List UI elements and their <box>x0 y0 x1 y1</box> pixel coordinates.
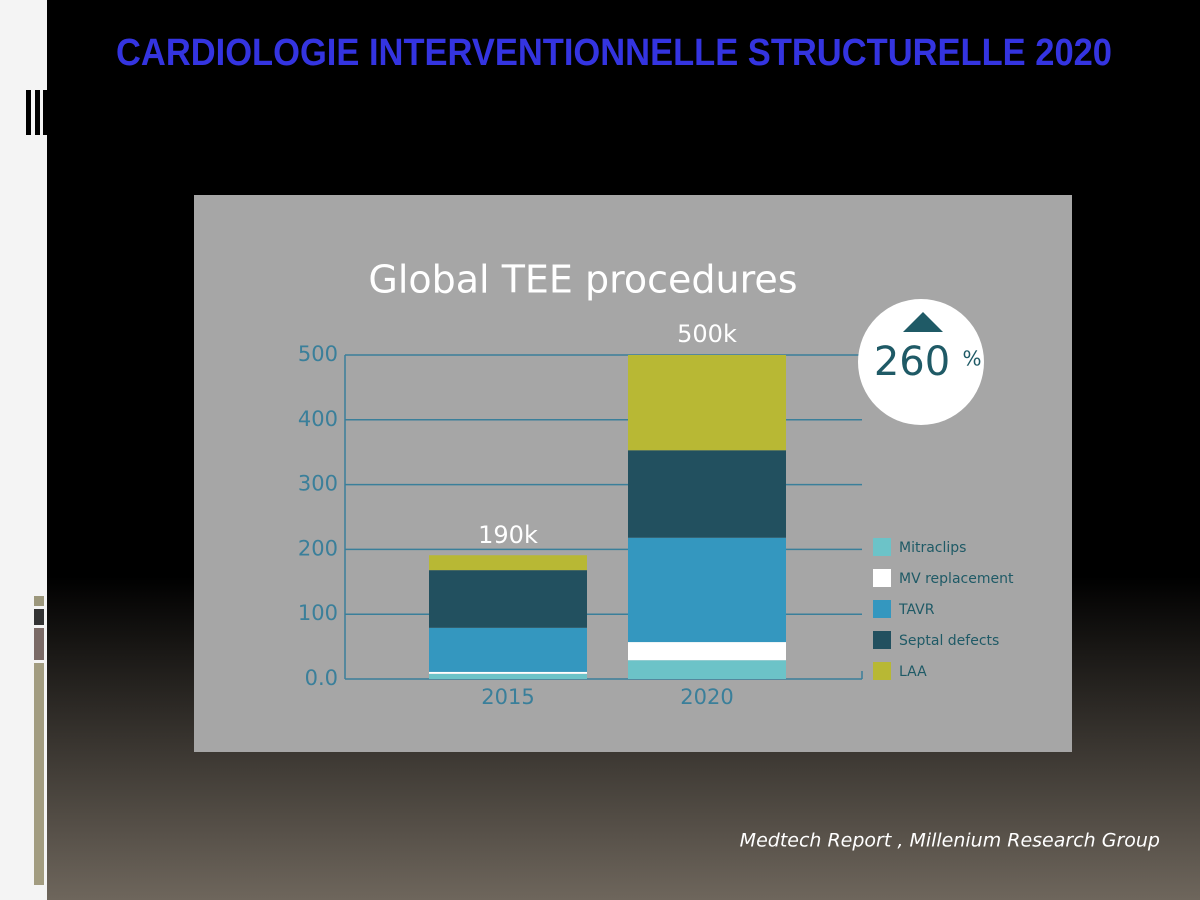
legend-swatch <box>873 569 891 587</box>
y-tick-label: 300 <box>298 472 338 496</box>
legend-label: TAVR <box>898 602 935 618</box>
bar-segment <box>628 537 786 643</box>
decoration <box>34 609 44 625</box>
badge-circle <box>858 299 984 425</box>
badge-arrow <box>903 312 943 332</box>
y-tick-label: 200 <box>298 536 338 560</box>
badge-value: 260 <box>874 339 950 385</box>
decoration <box>34 663 44 885</box>
decoration <box>43 90 47 135</box>
bar-segment <box>628 660 786 679</box>
legend-label: Mitraclips <box>899 540 966 556</box>
source: Medtech Report , Millenium Research Grou… <box>740 830 1160 852</box>
legend-swatch <box>873 662 891 680</box>
decoration <box>35 90 40 135</box>
bar-segment <box>628 355 786 451</box>
decoration <box>26 90 31 135</box>
total-label: 190k <box>478 521 538 549</box>
bar-segment <box>429 671 587 674</box>
y-tick-label: 100 <box>298 601 338 625</box>
y-tick-label: 0.0 <box>305 666 338 690</box>
y-tick-label: 400 <box>298 407 338 431</box>
legend-label: Septal defects <box>899 633 999 649</box>
chart-title: Global TEE procedures <box>368 258 797 302</box>
x-tick-label: 2015 <box>481 685 534 709</box>
decoration <box>34 628 44 660</box>
bar-segment <box>628 642 786 661</box>
x-tick-label: 2020 <box>680 685 733 709</box>
legend-swatch <box>873 600 891 618</box>
plot: 0.0 100 200 300 400 500 2015 190k 2020 500k Mitrac… <box>298 299 1014 709</box>
bar-segment <box>628 450 786 538</box>
total-label: 500k <box>677 320 737 348</box>
bar-segment <box>429 555 587 571</box>
decoration <box>34 596 44 606</box>
legend-swatch <box>873 631 891 649</box>
legend-label: LAA <box>899 664 927 680</box>
badge-unit: % <box>962 347 981 371</box>
bar-segment <box>429 627 587 672</box>
bar-segment <box>429 673 587 679</box>
legend-label: MV replacement <box>899 571 1014 587</box>
y-tick-label: 500 <box>298 342 338 366</box>
bar-segment <box>429 570 587 628</box>
slide-title: CARDIOLOGIE INTERVENTIONNELLE STRUCTUREL… <box>116 32 1112 74</box>
legend-swatch <box>873 538 891 556</box>
